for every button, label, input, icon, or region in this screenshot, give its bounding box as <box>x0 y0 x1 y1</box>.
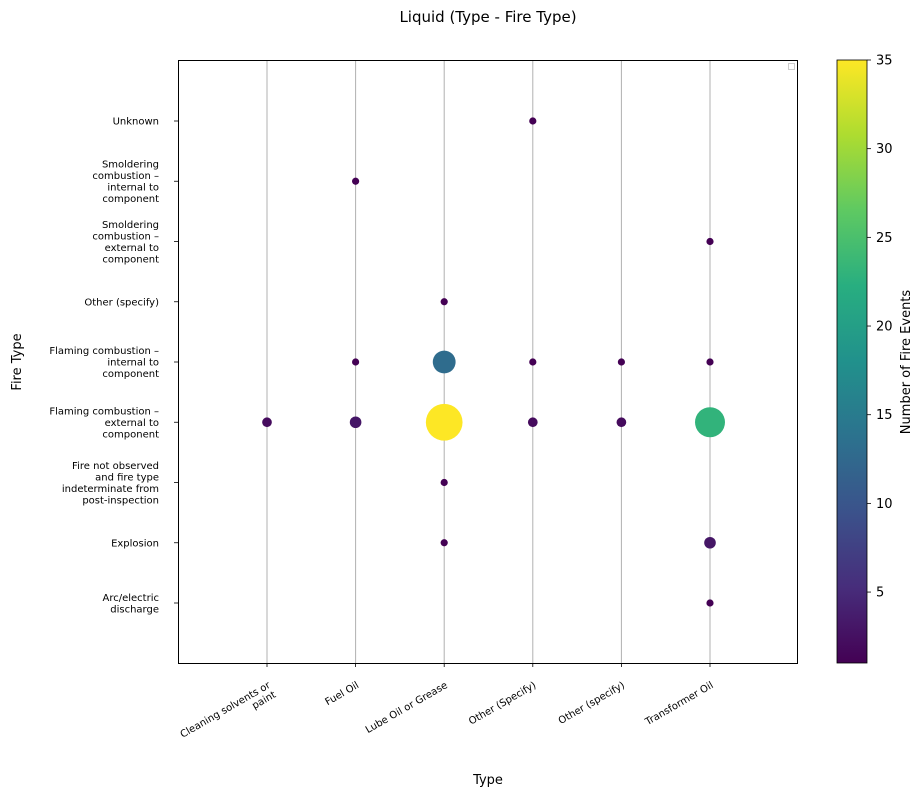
y-tick-label: Flaming combustion – internal to component <box>49 346 159 380</box>
x-tick-label: Other (Specify) <box>467 680 538 727</box>
data-point <box>262 417 272 428</box>
y-tick-label: Other (specify) <box>84 297 159 308</box>
data-point <box>617 358 626 366</box>
y-tick-label: Fire not observed and fire type indetermin… <box>62 461 159 507</box>
data-point <box>706 358 714 366</box>
data-point <box>616 417 627 428</box>
x-tick-label: Cleaning solvents orpaint <box>179 680 279 751</box>
data-point <box>527 417 538 428</box>
colorbar-tick-label: 25 <box>876 231 893 246</box>
colorbar <box>836 59 868 664</box>
y-tick-label: Smoldering combustion – internal to compone… <box>92 160 159 206</box>
colorbar-tick-label: 35 <box>876 54 893 69</box>
chart-title: Liquid (Type - Fire Type) <box>399 8 576 26</box>
data-point <box>440 539 448 547</box>
data-points <box>262 117 725 607</box>
y-tick-label: Arc/electric discharge <box>103 593 160 616</box>
y-tick-label: Unknown <box>113 117 159 128</box>
data-point <box>440 298 448 306</box>
data-point <box>425 403 463 441</box>
x-tick-label: Fuel Oil <box>323 680 361 708</box>
colorbar-tick-label: 10 <box>876 497 893 512</box>
colorbar-label: Number of Fire Events <box>899 290 914 435</box>
y-axis: Arc/electric discharge Explosion Fire not o… <box>49 117 178 616</box>
data-point <box>432 350 456 374</box>
data-point <box>352 358 360 366</box>
data-point <box>706 599 714 607</box>
y-tick-label: Smoldering combustion – external to compone… <box>92 220 159 266</box>
y-tick-label: Flaming combustion – external to component <box>49 406 159 440</box>
colorbar-tick-label: 30 <box>876 142 893 157</box>
legend-box <box>788 63 795 70</box>
data-point <box>349 416 362 429</box>
data-point <box>529 117 537 125</box>
colorbar-ticks: 5 10 15 20 25 30 35 <box>867 54 893 601</box>
grid-lines <box>266 60 711 663</box>
data-point <box>529 358 537 366</box>
x-tick-label: Transformer Oil <box>643 680 716 728</box>
x-tick-label: Other (specify) <box>557 680 627 727</box>
y-axis-label: Fire Type <box>10 333 25 390</box>
data-point <box>352 177 360 185</box>
data-point <box>706 237 714 246</box>
y-tick-label: Explosion <box>111 538 159 549</box>
plot-area-frame <box>178 60 798 664</box>
data-point <box>704 536 716 549</box>
colorbar-tick-label: 5 <box>876 586 884 601</box>
data-point <box>440 478 448 487</box>
colorbar-tick-label: 15 <box>876 408 893 423</box>
x-axis-label: Type <box>472 773 503 788</box>
x-tick-label: Lube Oil or Grease <box>364 680 450 736</box>
x-axis: Cleaning solvents orpaint Fuel Oil Lube Oi… <box>179 663 716 751</box>
colorbar-tick-label: 20 <box>876 320 893 335</box>
data-point <box>695 407 725 438</box>
